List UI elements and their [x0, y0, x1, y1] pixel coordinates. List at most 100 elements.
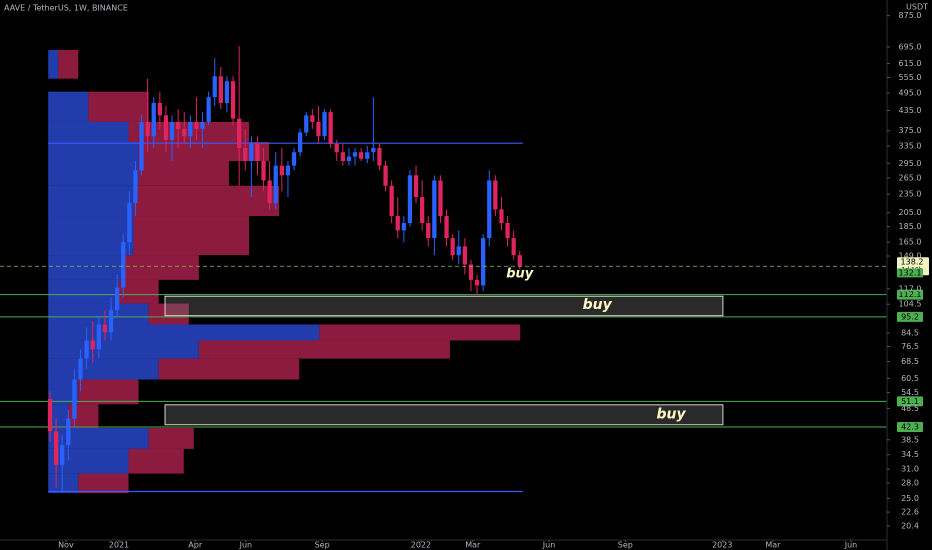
- price-tag: [897, 421, 923, 432]
- candle-body: [352, 152, 358, 157]
- y-tick-label: 335.0: [899, 142, 922, 151]
- candle-body: [163, 115, 169, 141]
- y-tick-label: 84.5: [901, 329, 919, 338]
- y-tick-label: 185.0: [899, 222, 922, 231]
- y-tick-label: 28.0: [901, 478, 919, 487]
- y-tick-label: 615.0: [899, 59, 922, 68]
- candle-body: [377, 148, 382, 166]
- profile-buy: [48, 49, 59, 79]
- candle-body: [481, 238, 486, 286]
- price-tag: [897, 396, 923, 407]
- profile-buy: [48, 91, 89, 122]
- candle-body: [487, 180, 492, 239]
- profile-sell: [78, 379, 139, 405]
- profile-buy: [48, 358, 159, 380]
- candle-body: [212, 76, 217, 98]
- zone: [164, 295, 724, 317]
- annotation: buy: [583, 297, 613, 313]
- last-price-label: 138.2: [901, 258, 924, 267]
- candle-body: [237, 118, 242, 149]
- candle-body: [261, 161, 266, 181]
- annotation: buy: [656, 407, 686, 423]
- candle-body: [401, 223, 406, 231]
- chart-title: AAVE / TetherUS, 1W, BINANCE: [4, 4, 128, 13]
- x-tick-label: Jun: [844, 541, 858, 550]
- profile-buy: [48, 303, 149, 325]
- y-tick-label: 60.5: [901, 374, 919, 383]
- profile-sell: [88, 91, 149, 122]
- candle-body: [188, 121, 193, 137]
- candle-body: [285, 165, 291, 176]
- x-tick-label: Mar: [465, 541, 481, 550]
- y-tick-label: 20.4: [901, 521, 919, 530]
- candle-body: [310, 115, 315, 122]
- y-tick-label: 555.0: [899, 73, 922, 82]
- candle-body: [72, 379, 77, 419]
- candle-body: [243, 148, 248, 162]
- profile-sell: [58, 49, 79, 79]
- profile-sell: [78, 473, 129, 494]
- zone: [164, 404, 724, 426]
- candle-body: [175, 121, 181, 129]
- candle-body: [121, 242, 126, 288]
- y-tick-label: 38.5: [901, 435, 919, 444]
- x-tick-label: 2022: [411, 541, 431, 550]
- price-tag: [897, 268, 923, 278]
- y-tick-label: 54.5: [901, 388, 919, 397]
- profile-sell: [138, 161, 229, 186]
- candle-body: [493, 180, 498, 210]
- candle-body: [53, 431, 59, 465]
- candle-body: [90, 340, 95, 350]
- candle-body: [114, 287, 120, 311]
- candle-body: [224, 81, 230, 103]
- x-tick-label: Mar: [765, 541, 781, 550]
- candle-body: [230, 81, 236, 119]
- candle-body: [127, 203, 132, 243]
- candle-body: [206, 97, 211, 122]
- profile-buy: [48, 473, 79, 494]
- candle-body: [200, 121, 205, 129]
- profile-sell: [123, 255, 199, 280]
- candle-body: [108, 310, 114, 333]
- currency-label: USDT: [906, 3, 928, 12]
- candle-body: [468, 264, 474, 280]
- y-tick-label: 875.0: [899, 11, 922, 20]
- candle-body: [511, 238, 516, 256]
- x-tick-label: Sep: [618, 541, 633, 550]
- annotation: buy: [506, 266, 534, 281]
- profile-buy: [48, 279, 119, 304]
- candle-body: [328, 112, 333, 145]
- profile-sell: [198, 340, 450, 359]
- candle-body: [322, 112, 327, 137]
- y-tick-label: 235.0: [899, 190, 922, 199]
- candle-body: [304, 115, 309, 133]
- y-tick-label: 435.0: [899, 106, 922, 115]
- plot-area: buy buy buy: [0, 45, 887, 494]
- candle-body: [84, 340, 89, 359]
- candle-body: [194, 121, 199, 129]
- profile-buy: [48, 216, 134, 256]
- candle-body: [66, 418, 71, 446]
- candle-body: [218, 76, 223, 103]
- price-tag-label: 132.1: [899, 268, 922, 277]
- candle-body: [47, 398, 53, 432]
- candle-body: [438, 180, 443, 217]
- y-tick-label: 205.0: [899, 208, 922, 217]
- profile-sell: [138, 142, 270, 162]
- y-tick-label: 68.5: [901, 357, 919, 366]
- y-tick-label: 695.0: [899, 42, 922, 51]
- candle-body: [102, 324, 108, 333]
- candle-body: [346, 156, 352, 162]
- profile-sell: [148, 303, 189, 325]
- candle-body: [474, 279, 480, 286]
- y-tick-label: 295.0: [899, 159, 922, 168]
- x-tick-label: 2021: [109, 541, 129, 550]
- candle-body: [365, 152, 370, 159]
- candle-body: [255, 144, 260, 162]
- price-tag-label: 51.1: [901, 397, 919, 406]
- candle-body: [407, 175, 413, 224]
- profile-buy: [48, 255, 124, 280]
- y-tick-label: 117.0: [899, 284, 922, 293]
- candle-body: [151, 102, 156, 137]
- candle-body: [249, 144, 254, 162]
